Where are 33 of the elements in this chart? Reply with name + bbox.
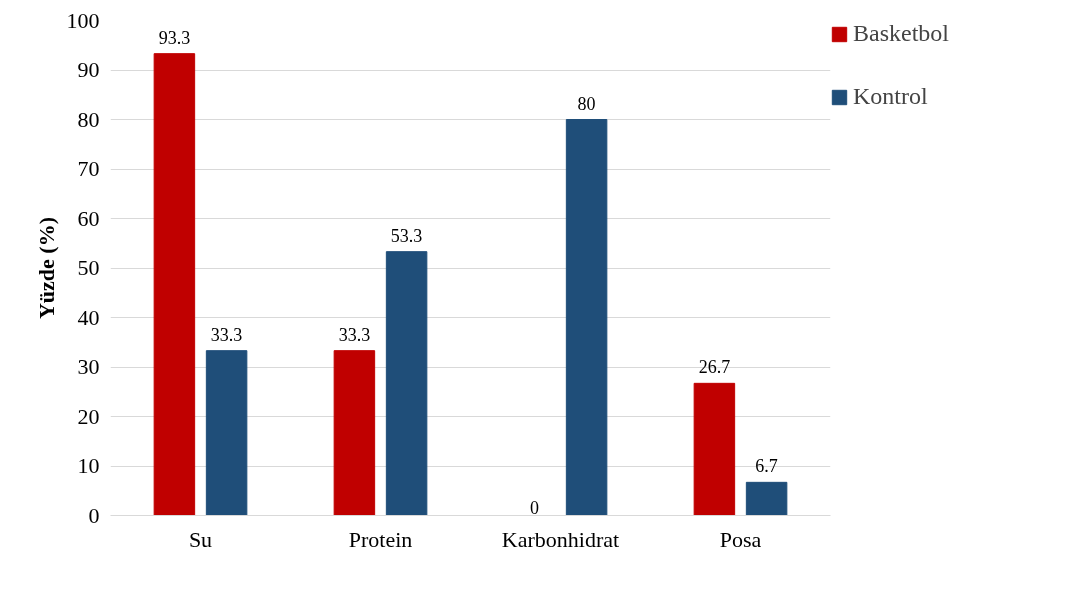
- y-tick-label: 70: [77, 156, 100, 181]
- bar: [693, 382, 736, 516]
- x-tick-label: Su: [188, 526, 213, 552]
- y-tick-label: 30: [77, 354, 100, 379]
- data-label: 53.3: [390, 225, 423, 246]
- y-tick-label: 40: [77, 304, 100, 330]
- legend-label: Basketbol: [853, 20, 949, 47]
- bar: [333, 350, 376, 516]
- data-label: 6.7: [755, 456, 778, 477]
- y-tick-label: 20: [77, 403, 100, 429]
- y-tick-label: 90: [77, 57, 100, 82]
- data-label: 93.3: [158, 27, 191, 48]
- data-label: 26.7: [698, 357, 731, 378]
- y-tick-label: 0: [88, 502, 100, 528]
- bar: [153, 53, 196, 516]
- data-label: 33.3: [210, 324, 243, 345]
- x-tick-label: Karbonhidrat: [501, 526, 620, 552]
- legend-label: Kontrol: [853, 83, 928, 110]
- y-tick-label: 50: [77, 255, 100, 280]
- y-tick-label: 80: [77, 106, 100, 132]
- data-label: 0: [529, 497, 539, 518]
- data-label: 33.3: [338, 324, 371, 345]
- data-label: 80: [577, 93, 596, 114]
- bar: [385, 251, 428, 516]
- y-tick-label: 100: [66, 7, 100, 33]
- bar: [745, 481, 788, 516]
- x-tick-label: Protein: [348, 526, 413, 552]
- y-tick-label: 10: [77, 453, 100, 478]
- bar: [205, 350, 248, 516]
- x-tick-label: Posa: [719, 526, 762, 552]
- bar: [565, 119, 608, 516]
- y-tick-label: 60: [77, 205, 100, 231]
- y-axis-title: Yüzde (%): [33, 216, 59, 320]
